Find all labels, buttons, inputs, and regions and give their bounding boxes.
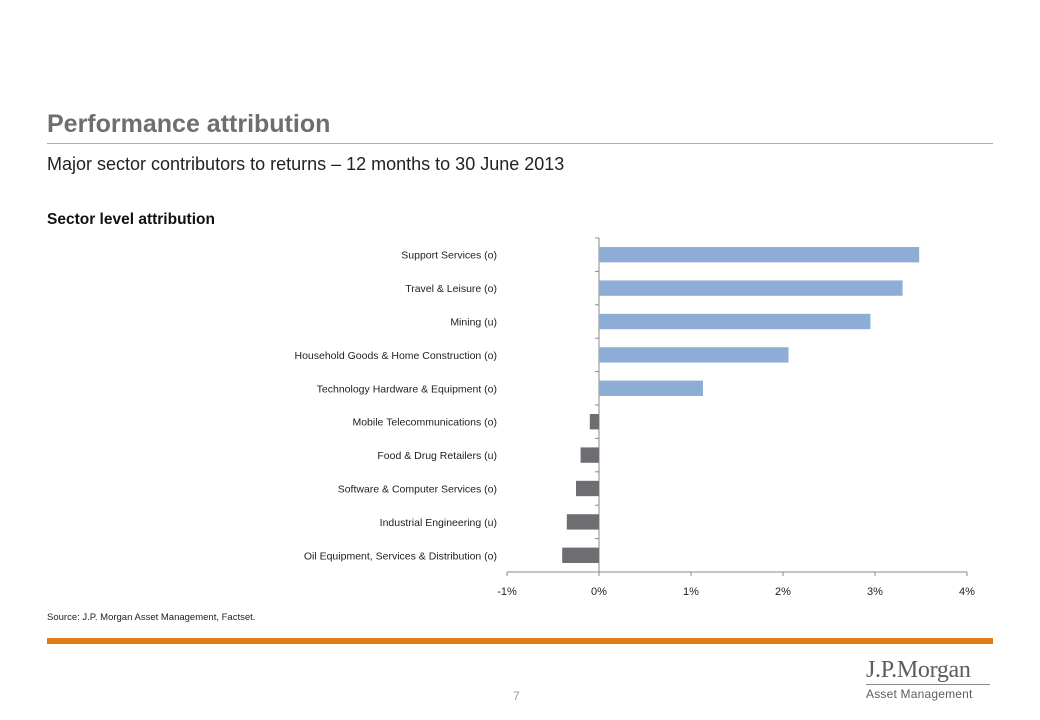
category-label: Mobile Telecommunications (o) xyxy=(352,417,497,429)
company-logo: J.P.Morgan Asset Management xyxy=(866,658,994,701)
bar xyxy=(599,247,920,263)
chart-title: Sector level attribution xyxy=(47,211,215,228)
bar xyxy=(580,447,599,463)
page-subtitle: Major sector contributors to returns – 1… xyxy=(47,154,565,174)
x-tick-label: 0% xyxy=(591,586,607,598)
logo-wordmark: J.P.Morgan xyxy=(866,657,971,683)
title-divider xyxy=(47,143,993,144)
bar xyxy=(599,280,903,296)
logo-divider xyxy=(866,684,990,685)
category-label: Food & Drug Retailers (u) xyxy=(377,450,497,462)
footer-accent-bar xyxy=(47,638,993,644)
x-tick-label: 2% xyxy=(775,586,791,598)
category-label: Travel & Leisure (o) xyxy=(405,283,497,295)
category-label: Technology Hardware & Equipment (o) xyxy=(317,383,497,395)
bar xyxy=(576,480,599,497)
category-label: Oil Equipment, Services & Distribution (… xyxy=(304,550,497,562)
x-tick-label: 3% xyxy=(867,586,883,598)
x-tick-label: 4% xyxy=(959,586,975,598)
x-tick-label: 1% xyxy=(683,586,699,598)
bar xyxy=(589,414,599,430)
page-title: Performance attribution xyxy=(47,110,331,138)
page-number: 7 xyxy=(513,689,520,703)
category-label: Industrial Engineering (u) xyxy=(380,517,497,529)
bar xyxy=(566,514,599,530)
category-label: Mining (u) xyxy=(450,317,497,329)
bar xyxy=(599,313,871,330)
category-label: Software & Computer Services (o) xyxy=(338,484,497,496)
x-tick-label: -1% xyxy=(497,586,517,598)
bar xyxy=(599,347,789,363)
bar xyxy=(562,547,599,563)
category-label: Support Services (o) xyxy=(401,250,497,262)
category-label: Household Goods & Home Construction (o) xyxy=(294,350,497,362)
logo-subtitle: Asset Management xyxy=(866,687,973,701)
bar xyxy=(599,380,703,396)
source-note: Source: J.P. Morgan Asset Management, Fa… xyxy=(47,612,256,623)
